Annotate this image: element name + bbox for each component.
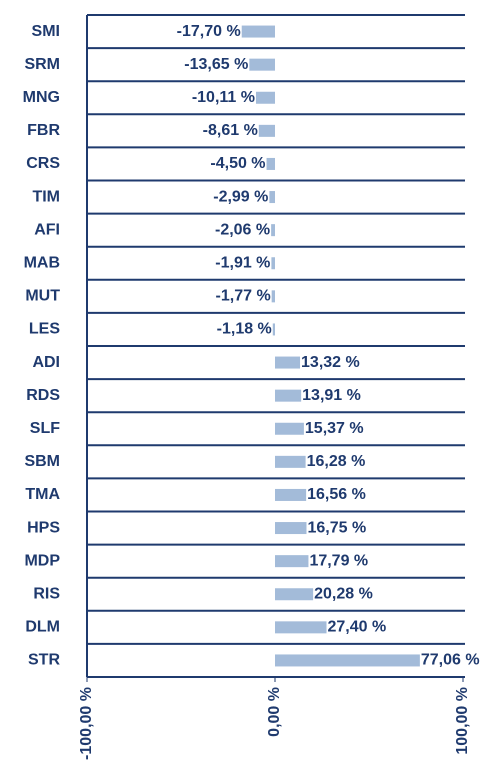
value-label: -13,65 % <box>184 56 248 73</box>
value-label: 77,06 % <box>421 652 480 669</box>
x-tick-label: 100,00 % <box>454 687 471 755</box>
bar <box>258 124 275 137</box>
category-label: DLM <box>25 619 60 636</box>
category-label: SRM <box>24 56 60 73</box>
bar <box>271 257 275 270</box>
x-tick-label: -100,00 % <box>78 687 95 760</box>
value-label: -4,50 % <box>210 155 265 172</box>
bar <box>275 588 314 601</box>
category-label: TMA <box>25 486 60 503</box>
category-label: ADI <box>32 354 60 371</box>
bar <box>241 25 275 38</box>
value-label: 27,40 % <box>328 619 387 636</box>
value-label: 15,37 % <box>305 420 364 437</box>
bar <box>271 290 275 303</box>
category-label: AFI <box>34 221 60 238</box>
category-label: HPS <box>27 519 60 536</box>
category-label: CRS <box>26 155 60 172</box>
category-label: SBM <box>24 453 60 470</box>
bar <box>266 157 275 170</box>
bar <box>275 422 304 435</box>
category-label: LES <box>29 321 60 338</box>
value-label: 20,28 % <box>314 585 373 602</box>
value-label: 16,28 % <box>307 453 366 470</box>
category-label: MUT <box>25 288 60 305</box>
category-label: MDP <box>24 552 60 569</box>
bar <box>275 522 307 535</box>
category-label: FBR <box>27 122 60 139</box>
bar <box>275 389 302 402</box>
bar <box>275 455 306 468</box>
bar <box>275 356 301 369</box>
value-label: -2,06 % <box>215 221 270 238</box>
value-label: -10,11 % <box>192 89 255 106</box>
value-label: -1,77 % <box>216 288 271 305</box>
bar <box>272 323 275 336</box>
x-tick-label: 0,00 % <box>266 687 283 737</box>
value-label: -1,91 % <box>215 254 270 271</box>
bar <box>275 654 420 667</box>
category-label: MNG <box>23 89 60 106</box>
category-label: TIM <box>32 188 60 205</box>
category-label: STR <box>28 652 60 669</box>
bar <box>255 91 275 104</box>
value-label: -2,99 % <box>213 188 268 205</box>
bar <box>275 621 327 634</box>
value-label: 16,56 % <box>307 486 366 503</box>
value-label: 17,79 % <box>309 552 368 569</box>
bar <box>275 488 307 501</box>
category-label: RDS <box>26 387 60 404</box>
value-label: -8,61 % <box>203 122 258 139</box>
category-label: SMI <box>32 23 60 40</box>
value-label: -17,70 % <box>177 23 241 40</box>
bar <box>275 555 309 568</box>
bar <box>271 224 275 237</box>
value-label: 16,75 % <box>307 519 366 536</box>
category-label: MAB <box>24 254 60 271</box>
bar <box>249 58 275 71</box>
category-label: SLF <box>30 420 60 437</box>
value-label: 13,32 % <box>301 354 360 371</box>
category-label: RIS <box>33 585 60 602</box>
value-label: -1,18 % <box>217 321 272 338</box>
bar <box>269 191 275 204</box>
value-label: 13,91 % <box>302 387 361 404</box>
